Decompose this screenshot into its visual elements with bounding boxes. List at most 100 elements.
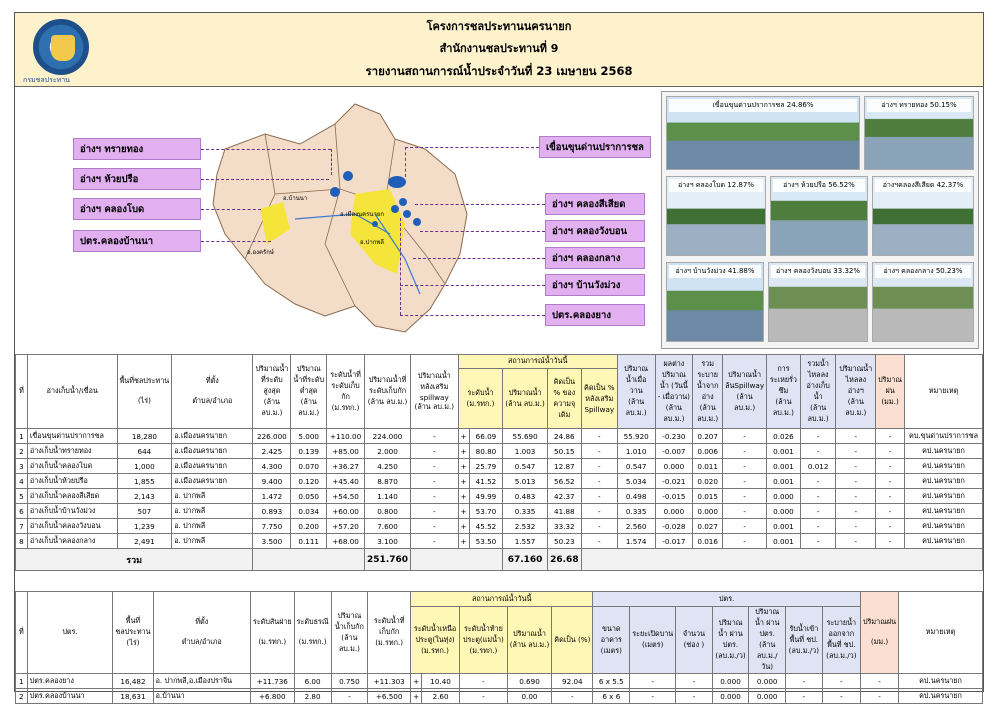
table-cell: 1,239 bbox=[116, 518, 173, 534]
map-label-saithong: อ่างฯ ทรายทอง bbox=[73, 138, 201, 160]
table-cell: 5 bbox=[15, 488, 28, 504]
table-cell: - bbox=[551, 688, 594, 704]
table-cell: 0.027 bbox=[692, 518, 724, 534]
table-cell: - bbox=[459, 688, 508, 704]
table-cell: 0.000 bbox=[766, 503, 801, 519]
table-cell: คป.นครนายก bbox=[904, 473, 983, 489]
table-cell: เขื่อนขุนด่านปราการชล bbox=[26, 428, 118, 444]
g-col-flow-q: ปริมาณน้ำ ผ่าน ปตร. (ลบ.ม./ว) bbox=[711, 606, 750, 674]
leader-line bbox=[400, 285, 545, 286]
photo-khlongbot: อ่างฯ คลองโบด 12.87% bbox=[666, 176, 766, 256]
table-cell: - bbox=[722, 443, 768, 459]
table-cell: -0.017 bbox=[654, 533, 694, 549]
table-cell: - bbox=[722, 503, 768, 519]
table-cell: 8.870 bbox=[364, 473, 412, 489]
table-cell: +6.500 bbox=[367, 688, 412, 704]
table-cell: 2.000 bbox=[364, 443, 412, 459]
g-col-count: จำนวน (ช่อง ) bbox=[675, 606, 713, 674]
table-cell: 2.425 bbox=[252, 443, 292, 459]
leader-line bbox=[415, 204, 545, 205]
table-cell: 7 bbox=[15, 518, 28, 534]
table-cell: คป.นครนายก bbox=[904, 503, 983, 519]
table-cell: - bbox=[799, 428, 837, 444]
table-cell: 1.003 bbox=[502, 443, 548, 459]
table-cell: 0.483 bbox=[502, 488, 548, 504]
table-cell: อ่างเก็บน้ำคลองสีเสียด bbox=[26, 488, 118, 504]
table-cell: 45.52 bbox=[468, 518, 504, 534]
map-label-banwangmuang: อ่างฯ บ้านวังม่วง bbox=[545, 274, 645, 296]
table-row: 3 อ่างเก็บน้ำคลองโบด 1,000 อ.เมืองนครนายก 4.… bbox=[15, 458, 983, 474]
table-cell: + bbox=[457, 533, 470, 549]
table-cell: 0.001 bbox=[766, 473, 801, 489]
leader-line bbox=[400, 315, 545, 316]
table-cell: - bbox=[875, 488, 905, 504]
table-cell: - bbox=[835, 518, 877, 534]
table-cell: อ. ปากพลี bbox=[171, 503, 254, 519]
table-cell: - bbox=[580, 473, 618, 489]
map-label-khlongsisiat: อ่างฯ คลองสีเสียด bbox=[545, 193, 645, 215]
logo-text: กรมชลประทาน bbox=[23, 76, 70, 84]
table-cell: - bbox=[459, 673, 508, 689]
table-cell: 1,855 bbox=[116, 473, 173, 489]
project-title: โครงการชลประทานนครนายก bbox=[426, 20, 572, 33]
g-col-up: ระดับน้ำเหนือ ประตู(ในทุ่ง) (ม.รทก.) bbox=[410, 606, 461, 674]
table-cell: + bbox=[457, 443, 470, 459]
table-cell: - bbox=[835, 458, 877, 474]
g-col-flow-v: ปริมาณน้ำ ผ่าน ปตร. (ล้าน ลบ.ม./วัน) bbox=[748, 606, 787, 674]
table-cell: 9.400 bbox=[252, 473, 292, 489]
table-cell: 0.335 bbox=[616, 503, 656, 519]
table-cell: 33.32 bbox=[546, 518, 582, 534]
table-cell: +57.20 bbox=[326, 518, 366, 534]
sum-pct: 26.68 bbox=[546, 548, 582, 571]
g-col-out: ระบายน้ำ ออกจาก พื้นที่ ชป. (ลบ.ม./ว) bbox=[821, 606, 862, 674]
report-frame: กรมชลประทาน โครงการชลประทานนครนายก สำนัก… bbox=[14, 12, 984, 704]
town-label: อ.ปากพลี bbox=[360, 238, 384, 246]
table-cell: - bbox=[580, 443, 618, 459]
col-inflow2: ปริมาณน้ำไหลลงอ่างฯ (ล้าน ลบ.ม.) bbox=[835, 354, 877, 429]
table-cell: 0.547 bbox=[502, 458, 548, 474]
table-cell: - bbox=[580, 533, 618, 549]
photo-caption: อ่างฯคลองสีเสียด 42.37% bbox=[875, 179, 971, 192]
table-cell: - bbox=[580, 488, 618, 504]
table-cell: 0.011 bbox=[692, 458, 724, 474]
table-cell: -0.230 bbox=[654, 428, 694, 444]
table-cell: -0.015 bbox=[654, 488, 694, 504]
table-cell: - bbox=[799, 443, 837, 459]
photo-khlongwangbon: อ่างฯ คลองวังบอน 33.32% bbox=[768, 262, 868, 342]
table-cell: 0.026 bbox=[766, 428, 801, 444]
table-cell: - bbox=[835, 488, 877, 504]
map-label-khlongbot: อ่างฯ คลองโบด bbox=[73, 198, 201, 220]
sum-row: รวม 251.760 67.160 26.68 bbox=[14, 548, 984, 571]
table-cell: 2.532 bbox=[502, 518, 548, 534]
table-cell: - bbox=[629, 688, 677, 704]
leader-line bbox=[331, 149, 332, 175]
g-col-pct: คิดเป็น (%) bbox=[551, 606, 594, 674]
table-cell: + bbox=[410, 688, 423, 704]
col-inflow: รวมน้ำไหลลงอ่างเก็บน้ำ (ล้าน ลบ.ม.) bbox=[799, 354, 837, 429]
table-cell: 0.012 bbox=[799, 458, 837, 474]
table-cell: 0.001 bbox=[766, 518, 801, 534]
col-evap: การระเหยรั่วซึม (ล้าน ลบ.ม.) bbox=[766, 354, 801, 429]
g-col-store-level: ระดับน้ำที่เก็บกัก (ม.รทก.) bbox=[367, 591, 412, 674]
table-cell: 3 bbox=[15, 458, 28, 474]
table-cell: 49.99 bbox=[468, 488, 504, 504]
sum-volume: 67.160 bbox=[502, 548, 548, 571]
table-cell: 6 x 5.5 bbox=[592, 673, 631, 689]
table-cell: 12.87 bbox=[546, 458, 582, 474]
g-col-down: ระดับน้ำท้าย ประตู(แม่น้ำ) (ม.รทก.) bbox=[459, 606, 508, 674]
table-cell: - bbox=[860, 673, 899, 689]
leader-line bbox=[201, 149, 331, 150]
table-cell: คป.นครนายก bbox=[904, 488, 983, 504]
sum-blank bbox=[410, 548, 504, 571]
table-cell: - bbox=[410, 533, 459, 549]
table-cell: 41.52 bbox=[468, 473, 504, 489]
town-label: อ.องครักษ์ bbox=[247, 248, 274, 256]
table-cell: - bbox=[410, 458, 459, 474]
col-name: อ่างเก็บน้ำ/เขื่อน bbox=[26, 354, 118, 429]
table-cell: อ.เมืองนครนายก bbox=[171, 443, 254, 459]
table-cell: อ. ปากพลี,อ.เมืองปราจีน bbox=[152, 673, 251, 689]
photo-caption: อ่างฯ บ้านวังม่วง 41.88% bbox=[669, 265, 761, 278]
table-cell: + bbox=[457, 503, 470, 519]
table-cell: - bbox=[722, 458, 768, 474]
table-cell: - bbox=[722, 488, 768, 504]
